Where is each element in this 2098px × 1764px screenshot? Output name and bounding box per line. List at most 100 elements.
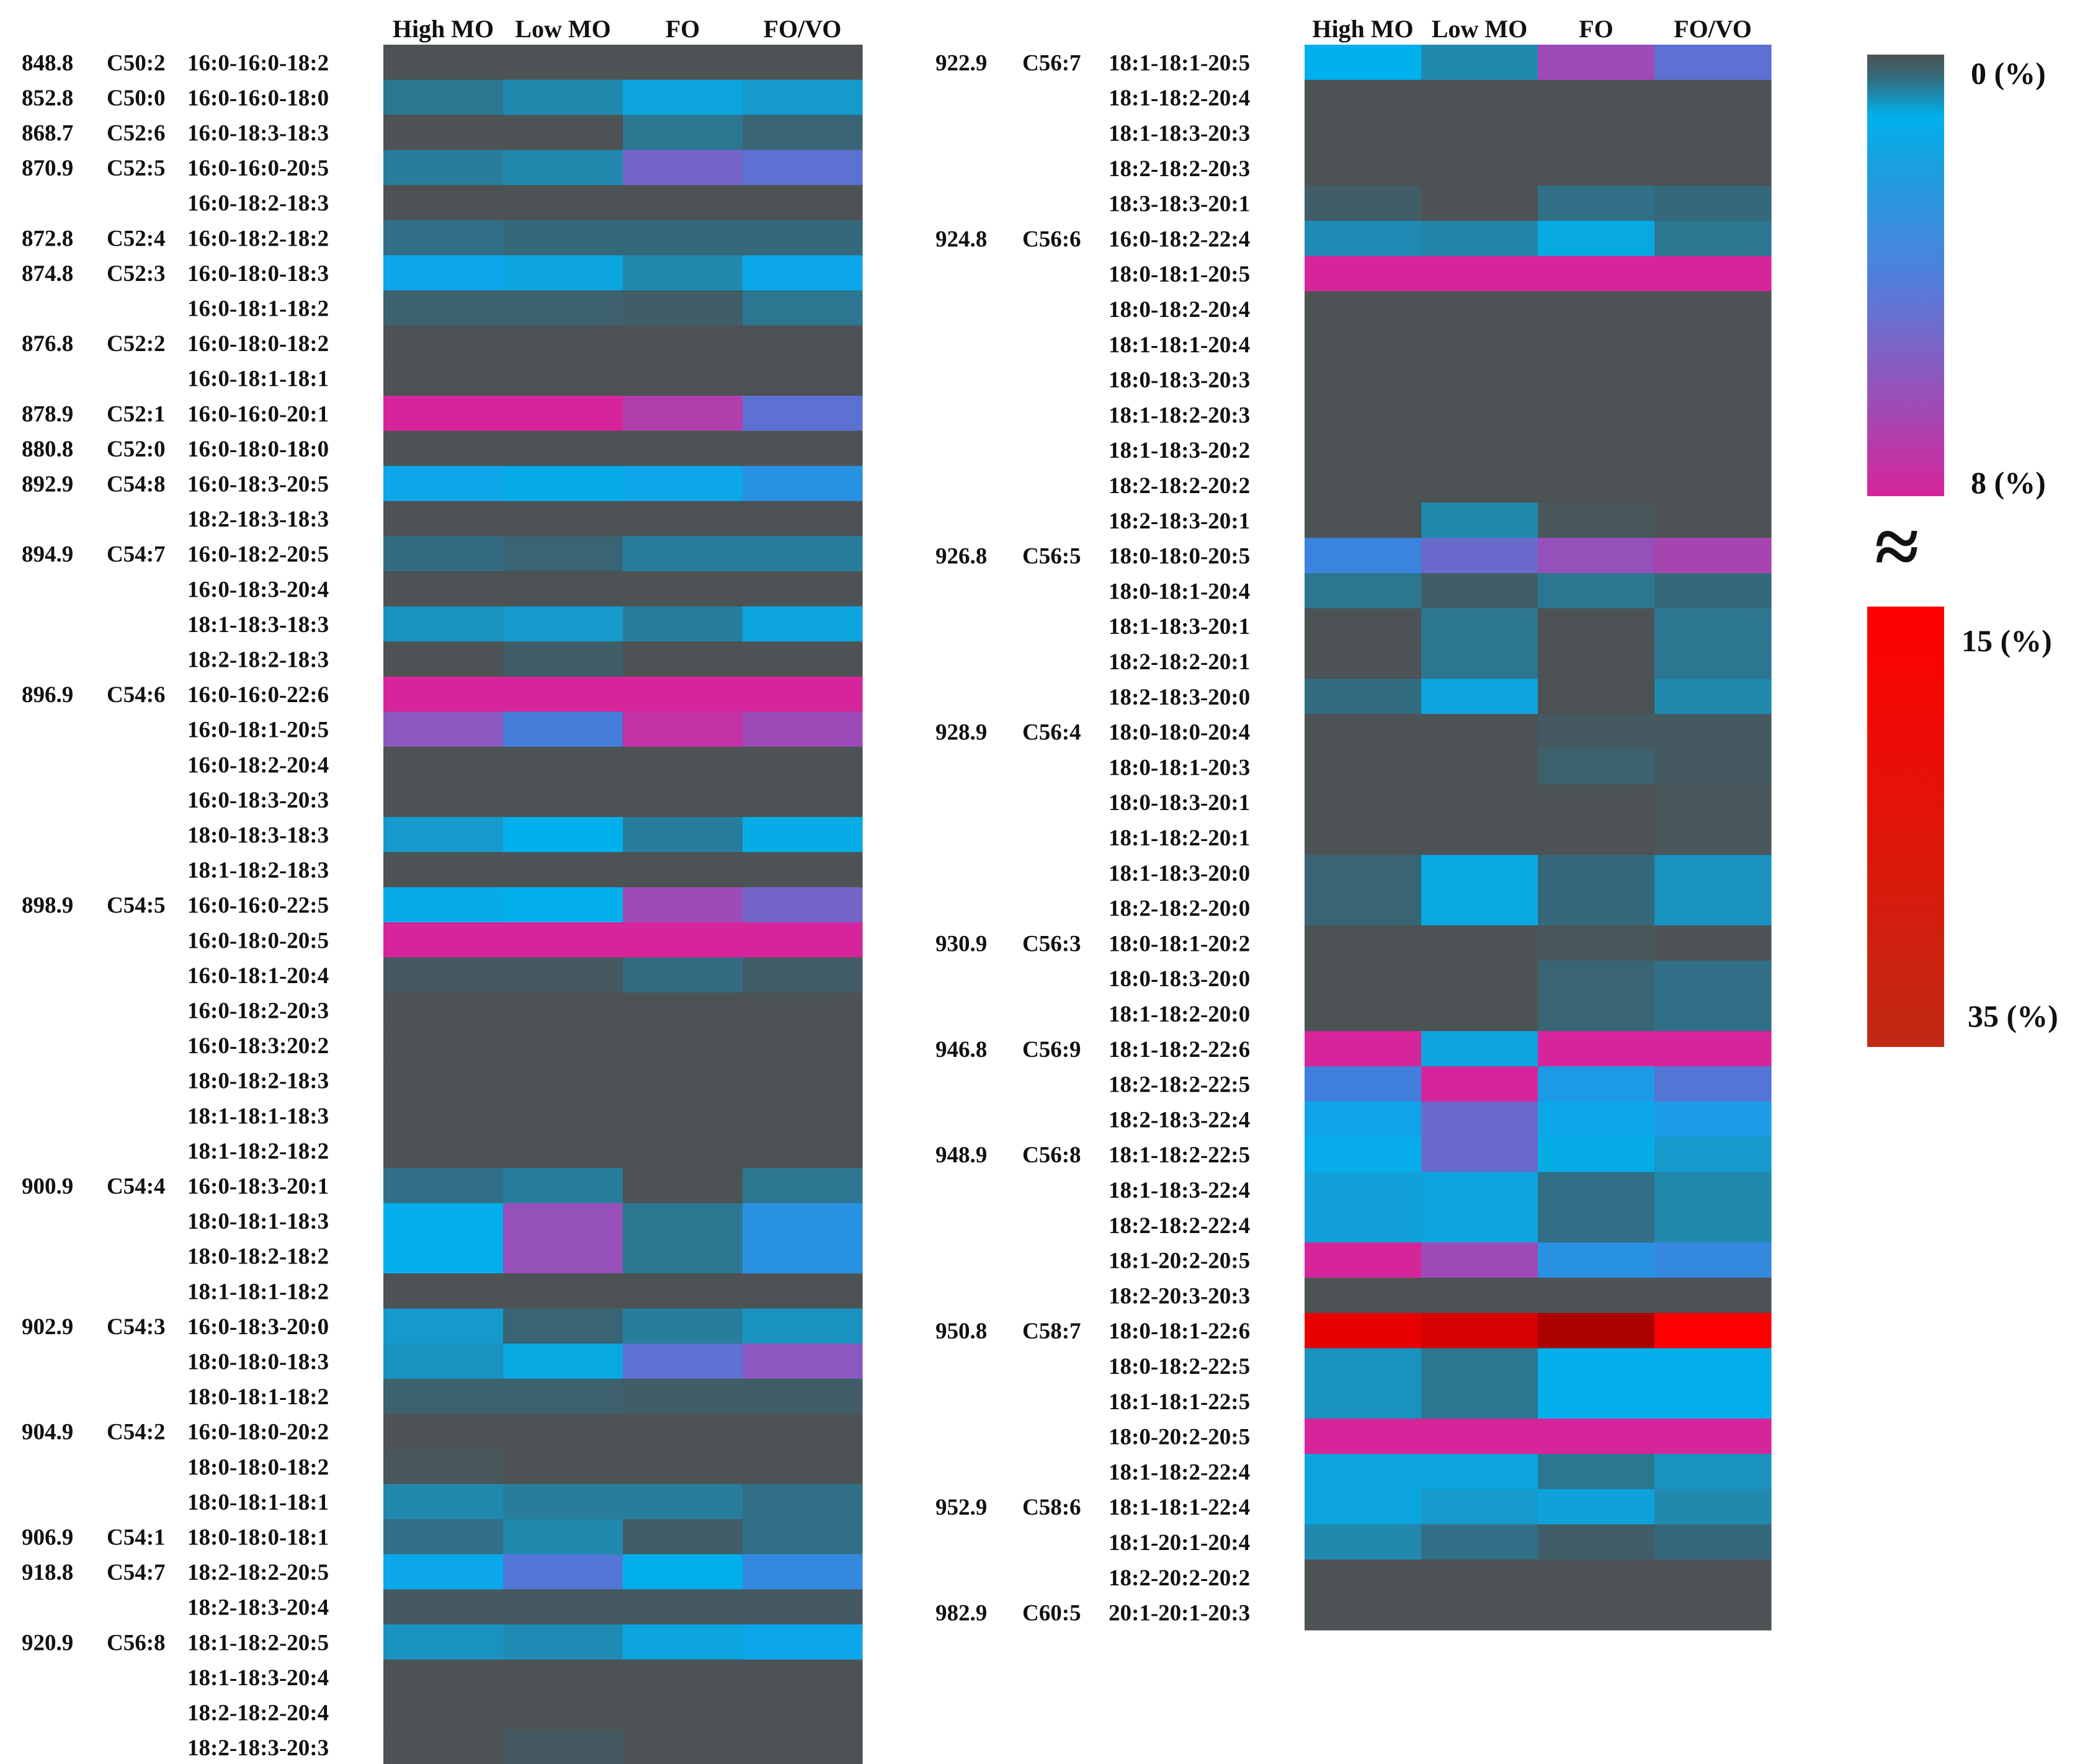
heatmap-cell-high-mo [383,1308,504,1344]
heatmap-cell-fo-vo [743,1554,863,1590]
heatmap-cell-low-mo [503,1027,623,1063]
row-mass-label: 874.8 [22,261,73,287]
heatmap-cell-high-mo [1305,1559,1422,1595]
heatmap-cell-fo-vo [1654,150,1772,186]
heatmap-cell-fo [623,992,743,1028]
row-tag-label: C56:7 [1022,50,1081,76]
heatmap-cell-fo [623,1343,743,1379]
row-species-label: 18:1-20:1-20:4 [1109,1530,1250,1556]
row-mass-label: 922.9 [935,50,987,76]
row-species-label: 18:1-18:1-18:2 [187,1279,329,1304]
heatmap-cell-fo-vo [743,45,863,81]
heatmap-cell-high-mo [1305,432,1422,468]
column-header-fo: FO [666,15,700,43]
heatmap-cell-high-mo [1305,502,1422,538]
heatmap-cell-fo [623,1203,743,1239]
heatmap-cell-fo-vo [743,1343,863,1379]
row-species-label: 18:0-18:1-22:6 [1109,1319,1250,1344]
heatmap-cell-high-mo [383,1273,504,1309]
heatmap-cell-high-mo [1305,784,1422,821]
heatmap-cell-high-mo [383,1378,504,1414]
colorbar-low-gradient [1867,55,1944,496]
heatmap-cell-fo-vo [743,957,863,993]
row-tag-label: C54:3 [107,1314,166,1340]
heatmap-cell-fo [1538,1595,1655,1631]
heatmap-cell-fo-vo [743,1729,863,1764]
heatmap-cell-fo [623,1554,743,1590]
row-mass-label: 878.9 [22,401,73,427]
heatmap-cell-fo-vo [743,220,863,256]
heatmap-cell-fo [1538,925,1655,961]
row-species-label: 16:0-16:0-22:5 [187,893,329,919]
heatmap-cell-fo-vo [1654,1348,1772,1384]
heatmap-cell-low-mo [503,45,623,81]
row-species-label: 18:1-18:1-20:4 [1109,332,1250,358]
heatmap-cell-fo [1538,115,1655,151]
heatmap-cell-high-mo [1305,1419,1422,1454]
row-mass-label: 930.9 [935,931,987,956]
colorbar-label-35: 35 (%) [1968,999,2058,1033]
heatmap-cell-high-mo [383,1624,504,1660]
row-tag-label: C54:2 [107,1420,166,1445]
heatmap-cell-fo-vo [1654,185,1772,221]
heatmap-cell-fo [623,1484,743,1520]
heatmap-cell-fo-vo [1654,960,1772,997]
heatmap-cell-fo [623,79,743,115]
heatmap-cell-fo [623,360,743,396]
column-header-high-mo: High MO [1312,15,1413,43]
heatmap-cell-high-mo [1305,1136,1422,1173]
heatmap-cell-low-mo [1421,1383,1538,1419]
heatmap-cell-fo [1538,1102,1655,1138]
row-species-label: 16:0-18:3-20:1 [187,1174,329,1200]
heatmap-cell-high-mo [1305,467,1422,503]
heatmap-cell-fo [1538,855,1655,891]
heatmap-cell-low-mo [1421,221,1538,257]
heatmap-cell-fo [1538,291,1655,327]
heatmap-cell-high-mo [383,185,504,221]
row-species-label: 18:1-18:3-20:1 [1109,614,1250,639]
heatmap-cell-fo [623,1449,743,1485]
heatmap-cell-fo-vo [1654,714,1772,750]
row-species-label: 18:0-18:3-18:3 [187,823,329,849]
heatmap-cell-fo [1538,996,1655,1031]
heatmap-cell-high-mo [1305,1312,1422,1349]
heatmap-cell-fo [623,1238,743,1274]
heatmap-cell-fo [623,641,743,677]
row-mass-label: 848.8 [22,50,73,76]
heatmap-cell-fo [623,1062,743,1098]
heatmap-cell-high-mo [383,45,504,81]
heatmap-cell-high-mo [383,79,504,115]
heatmap-cell-fo [623,396,743,432]
heatmap-cell-high-mo [383,501,504,537]
row-species-label: 16:0-16:0-18:2 [187,50,329,76]
heatmap-cell-low-mo [503,1414,623,1450]
row-mass-label: 896.9 [22,682,73,708]
row-species-label: 18:0-18:1-18:3 [187,1209,329,1234]
heatmap-cell-low-mo [1421,1524,1538,1560]
heatmap-cell-fo-vo [743,782,863,817]
row-species-label: 18:0-18:2-18:3 [187,1069,329,1094]
heatmap-cell-low-mo [503,255,623,291]
row-species-label: 18:1-18:2-22:6 [1109,1037,1250,1062]
row-mass-label: 872.8 [22,226,73,251]
heatmap-cell-high-mo [1305,1242,1422,1278]
heatmap-cell-high-mo [383,1695,504,1731]
heatmap-cell-low-mo [1421,1419,1538,1454]
heatmap-cell-high-mo [1305,185,1422,221]
heatmap-cell-fo-vo [743,1414,863,1450]
heatmap-cell-low-mo [503,1554,623,1590]
heatmap-cell-high-mo [383,1027,504,1063]
heatmap-cell-low-mo [503,1343,623,1379]
heatmap-cell-high-mo [1305,960,1422,997]
heatmap-cell-low-mo [503,1378,623,1414]
row-species-label: 16:0-18:0-20:2 [187,1420,329,1445]
heatmap-cell-low-mo [503,1203,623,1239]
row-species-label: 18:1-18:2-20:1 [1109,826,1250,851]
row-species-label: 18:2-18:3-18:3 [187,507,329,532]
row-species-label: 18:1-18:2-20:5 [187,1630,329,1655]
heatmap-cell-high-mo [383,396,504,432]
heatmap-cell-high-mo [383,1343,504,1379]
heatmap-cell-fo [623,255,743,291]
heatmap-cell-low-mo [503,676,623,712]
heatmap-cell-fo-vo [743,852,863,888]
